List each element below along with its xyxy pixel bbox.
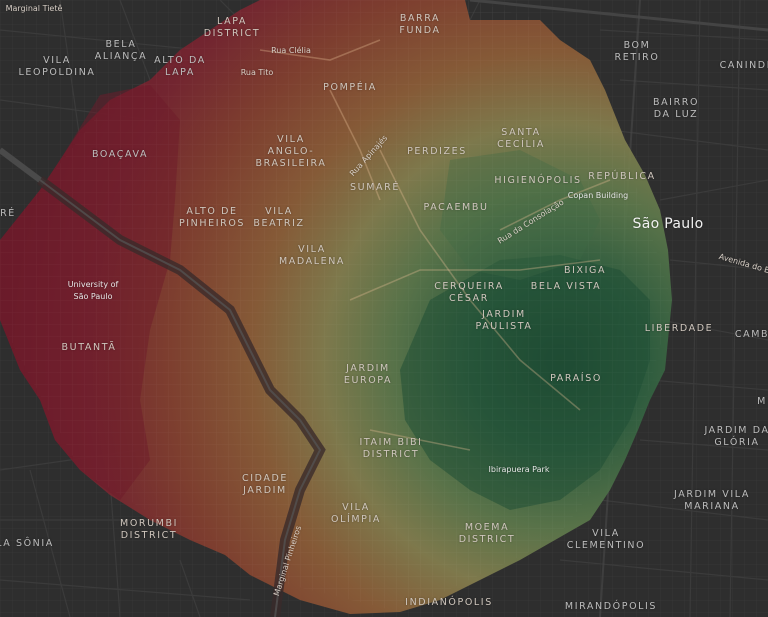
neighborhood-moema-district: MOEMA DISTRICT [458,522,516,545]
road-label-marginal-tiete: Marginal Tietê [5,4,63,13]
neighborhood-indianopolis: INDIANÓPOLIS [405,597,493,608]
neighborhood-higienopolis: HIGIENÓPOLIS [494,175,582,186]
neighborhood-m-partial: M [757,396,767,407]
neighborhood-re-partial: RÉ [0,208,16,219]
road-label-rua-tito: Rua Tito [240,68,274,77]
neighborhood-camb-partial: CAMB [734,329,768,340]
poi-ibirapuera-park[interactable]: Ibirapuera Park [488,465,550,474]
neighborhood-caninde: CANINDÉ [719,60,768,71]
neighborhood-republica: REPÚBLICA [588,171,656,182]
poi-university-sao-paulo[interactable]: University of São Paulo [67,280,119,301]
neighborhood-jardim-vila-mariana: JARDIM VILA MARIANA [674,489,750,512]
neighborhood-bairro-da-luz: BAIRRO DA LUZ [652,97,700,120]
road-label-rua-clelia: Rua Clélia [271,46,311,55]
neighborhood-cerqueira-cesar: CERQUEIRA CÉSAR [434,281,504,304]
neighborhood-la-sonia-partial: LA SÔNIA [0,538,54,549]
neighborhood-butanta: BUTANTÃ [61,342,117,353]
neighborhood-boacava: BOAÇAVA [91,149,149,160]
neighborhood-mirandopolis: MIRANDÓPOLIS [564,601,658,612]
neighborhood-alto-de-pinheiros: ALTO DE PINHEIROS [178,206,246,229]
neighborhood-santa-cecilia: SANTA CECÍLIA [497,127,545,150]
neighborhood-vila-clementino: VILA CLEMENTINO [566,528,646,551]
neighborhood-vila-olimpia: VILA OLÍMPIA [331,502,381,525]
neighborhood-barra-funda: BARRA FUNDA [399,13,441,36]
neighborhood-jardim-europa: JARDIM EUROPA [343,363,393,386]
neighborhood-itaim-bibi-district: ITAIM BIBI DISTRICT [359,437,423,460]
neighborhood-bela-alianca: BELA ALIANÇA [94,39,148,62]
neighborhood-lapa-district: LAPA DISTRICT [203,16,261,39]
poi-copan-building[interactable]: Copan Building [567,191,629,200]
neighborhood-vila-madalena: VILA MADALENA [278,244,346,267]
neighborhood-perdizes: PERDIZES [407,146,467,157]
city-label-sao-paulo[interactable]: São Paulo [632,216,704,232]
neighborhood-liberdade: LIBERDADE [644,323,714,334]
neighborhood-bom-retiro: BOM RETIRO [614,40,660,63]
neighborhood-jardim-paulista: JARDIM PAULISTA [475,309,533,332]
neighborhood-pompeia: POMPÉIA [323,82,377,93]
neighborhood-vila-anglo-brasileira: VILA ANGLO- BRASILEIRA [255,134,327,169]
neighborhood-bixiga: BIXIGA [563,265,607,276]
neighborhood-bela-vista: BELA VISTA [530,281,602,292]
neighborhood-vila-beatriz: VILA BEATRIZ [253,206,305,229]
neighborhood-jardim-da-gloria: JARDIM DA GLÓRIA [704,425,768,448]
neighborhood-pacaembu: PACAEMBU [423,202,489,213]
neighborhood-alto-da-lapa: ALTO DA LAPA [154,55,206,78]
neighborhood-morumbi-district: MORUMBI DISTRICT [120,518,178,541]
river-pinheiros [37,176,326,617]
neighborhood-vila-leopoldina: VILA LEOPOLDINA [18,55,96,78]
neighborhood-paraiso: PARAÍSO [550,373,602,384]
neighborhood-cidade-jardim: CIDADE JARDIM [242,473,288,496]
neighborhood-sumare: SUMARÉ [350,182,400,193]
